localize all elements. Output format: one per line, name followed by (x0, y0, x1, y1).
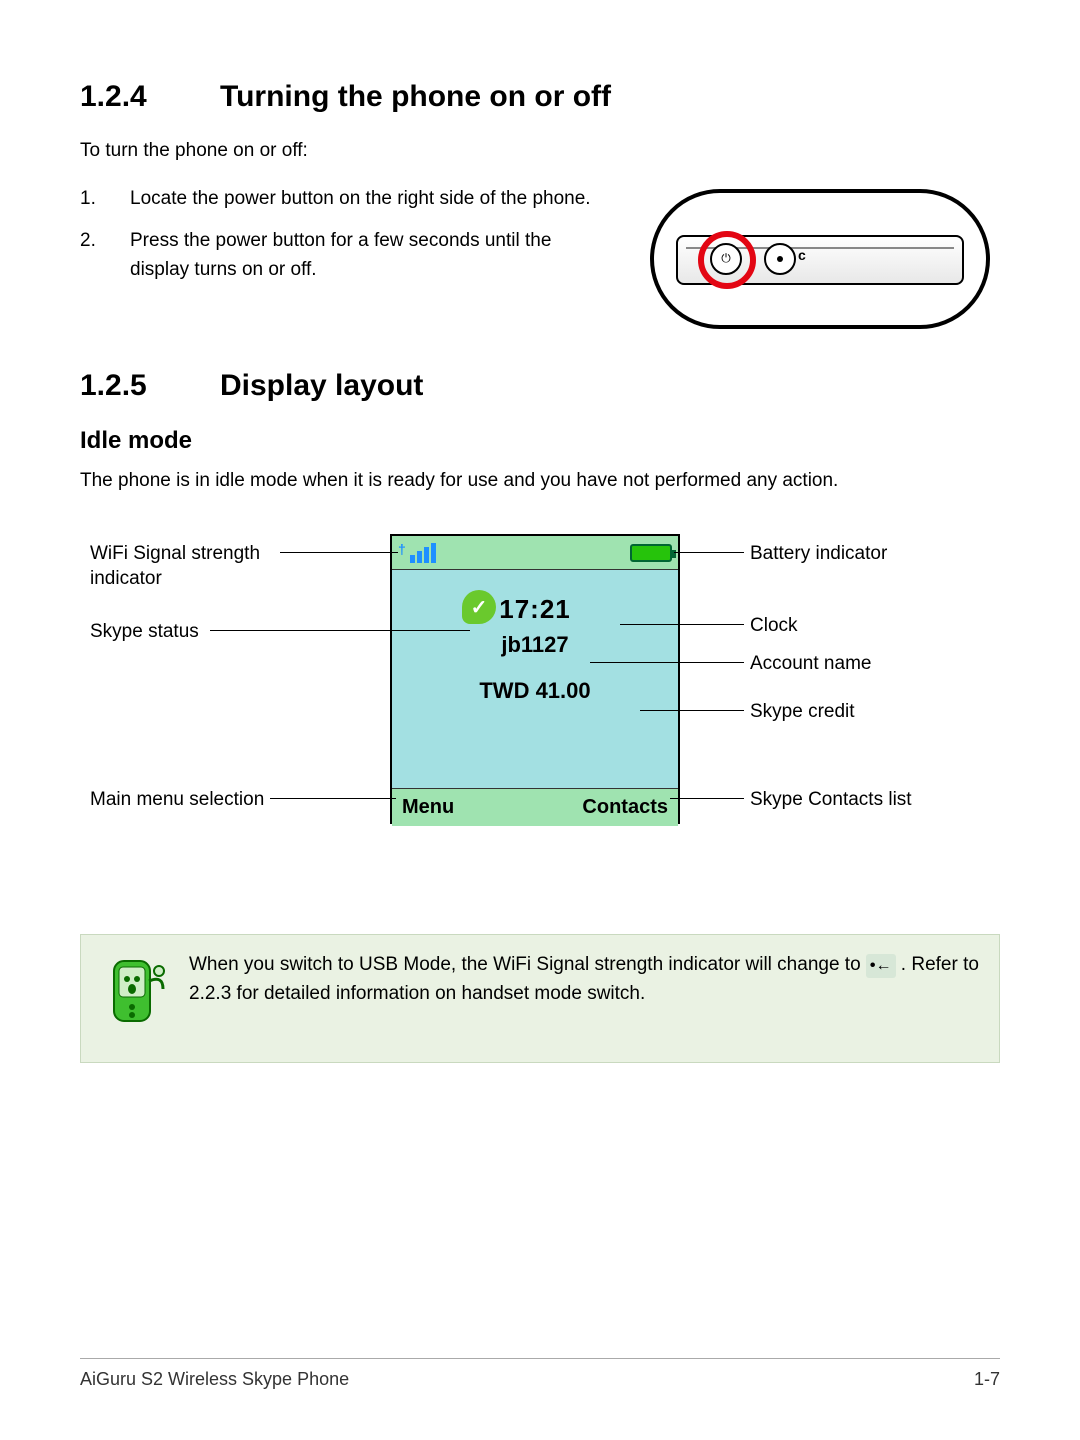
callout-clock: Clock (750, 614, 798, 639)
softkey-menu: Menu (402, 796, 454, 819)
note-text-a: When you switch to USB Mode, the WiFi Si… (189, 954, 866, 975)
page-footer: AiGuru S2 Wireless Skype Phone 1-7 (80, 1358, 1000, 1390)
account-name: jb1127 (392, 632, 678, 658)
callout-main-menu: Main menu selection (90, 788, 290, 813)
intro-text: To turn the phone on or off: (80, 138, 1000, 165)
display-layout-diagram: 17:21 jb1127 TWD 41.00 Menu Contacts WiF… (90, 524, 990, 884)
step-text: Locate the power button on the right sid… (130, 185, 591, 214)
callout-skype-status: Skype status (90, 620, 290, 645)
secondary-button-icon (764, 243, 796, 275)
usb-icon: •← (866, 954, 896, 978)
steps-list: 1. Locate the power button on the right … (80, 185, 610, 285)
battery-icon (630, 544, 672, 562)
screen-body: 17:21 jb1127 TWD 41.00 (392, 570, 678, 788)
softkey-contacts: Contacts (582, 796, 668, 819)
softkey-bar: Menu Contacts (392, 788, 678, 826)
heading-title: Turning the phone on or off (220, 80, 611, 113)
subsection-heading: Idle mode (80, 427, 1000, 455)
callout-battery: Battery indicator (750, 542, 887, 567)
heading-number: 1.2.5 (80, 369, 220, 403)
note-mascot-icon (99, 951, 169, 1046)
callout-credit: Skype credit (750, 700, 855, 725)
step-number: 1. (80, 185, 130, 214)
heading-1-2-4: 1.2.4Turning the phone on or off (80, 80, 1000, 114)
step-1: 1. Locate the power button on the right … (80, 185, 610, 214)
highlight-ring (698, 231, 756, 289)
status-bar (392, 536, 678, 570)
wifi-signal-icon (398, 543, 436, 563)
footer-left: AiGuru S2 Wireless Skype Phone (80, 1369, 349, 1390)
footer-right: 1-7 (974, 1369, 1000, 1390)
heading-1-2-5: 1.2.5Display layout (80, 369, 1000, 403)
step-text: Press the power button for a few seconds… (130, 227, 610, 284)
phone-screen: 17:21 jb1127 TWD 41.00 Menu Contacts (390, 534, 680, 824)
heading-number: 1.2.4 (80, 80, 220, 114)
button-label: c (798, 247, 806, 263)
note-box: When you switch to USB Mode, the WiFi Si… (80, 934, 1000, 1063)
step-2: 2. Press the power button for a few seco… (80, 227, 610, 284)
skype-credit: TWD 41.00 (392, 678, 678, 704)
clock-value: 17:21 (392, 594, 678, 625)
heading-title: Display layout (220, 369, 423, 402)
callout-account: Account name (750, 652, 871, 677)
callout-contacts: Skype Contacts list (750, 788, 912, 813)
note-text: When you switch to USB Mode, the WiFi Si… (189, 951, 981, 1008)
step-number: 2. (80, 227, 130, 284)
power-illustration: ⏻ c (640, 185, 1000, 329)
callout-wifi: WiFi Signal strength indicator (90, 542, 290, 591)
subsection-text: The phone is in idle mode when it is rea… (80, 467, 1000, 495)
